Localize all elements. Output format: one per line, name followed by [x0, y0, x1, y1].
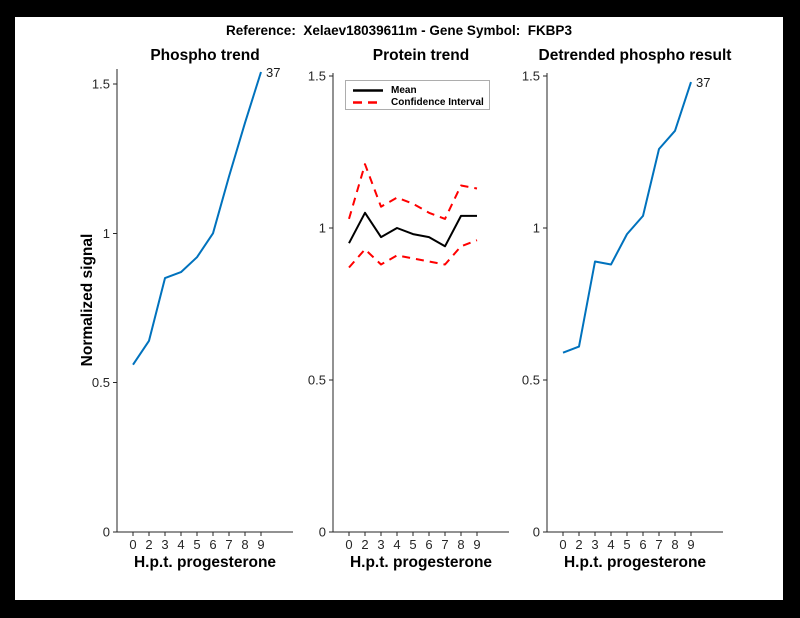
x-tick-label: 7 [655, 537, 662, 552]
x-tick-label: 0 [559, 537, 566, 552]
subplot-2: 00.511.50 2 3 4 5 6 7 8 9 [308, 69, 509, 552]
confidence-interval-line-sample-icon [353, 100, 383, 104]
x-tick-label: 3 [377, 537, 384, 552]
subplot3-title: Detrended phospho result [538, 47, 732, 64]
subplot-3: 00.511.50 2 3 4 5 6 7 8 937 [522, 69, 723, 552]
x-tick-label: 7 [441, 537, 448, 552]
y-tick-label: 1 [533, 221, 540, 236]
x-tick-label: 4 [607, 537, 614, 552]
x-tick-label: 9 [473, 537, 480, 552]
y-tick-label: 1 [319, 221, 326, 236]
legend: Mean Confidence Interval [345, 80, 490, 110]
x-tick-label: 2 [361, 537, 368, 552]
axis-lines [546, 73, 723, 533]
x-tick-label: 7 [225, 537, 232, 552]
x-tick-label: 2 [575, 537, 582, 552]
axis-lines [116, 69, 293, 533]
x-tick-label: 2 [145, 537, 152, 552]
y-tick-label: 1.5 [522, 69, 540, 84]
confidence-interval-lower-line [348, 239, 478, 269]
mean-line [348, 211, 477, 248]
x-tick-label: 4 [393, 537, 400, 552]
x-tick-label: 5 [193, 537, 200, 552]
phospho-signal-line [132, 71, 262, 366]
subplot1-title: Phospho trend [150, 47, 260, 64]
subplot3-x-axis-label: H.p.t. progesterone [563, 554, 707, 571]
y-tick-label: 0.5 [522, 373, 540, 388]
x-tick-label: 6 [209, 537, 216, 552]
x-tick-label: 9 [687, 537, 694, 552]
x-tick-label: 0 [345, 537, 352, 552]
y-tick-label: 1.5 [308, 69, 326, 84]
x-tick-label: 6 [425, 537, 432, 552]
y-tick-label: 1.5 [92, 76, 110, 91]
y-tick-label: 0.5 [308, 373, 326, 388]
x-tick-label: 4 [177, 537, 184, 552]
legend-row-confidence-interval: Confidence Interval [353, 96, 489, 108]
y-axis-label: Normalized signal [79, 233, 96, 367]
legend-label-mean: Mean [391, 84, 417, 96]
subplot1-x-axis-label: H.p.t. progesterone [133, 554, 277, 571]
legend-label-confidence-interval: Confidence Interval [391, 96, 484, 108]
endpoint-annotation: 37 [696, 75, 710, 90]
endpoint-annotation: 37 [266, 65, 280, 80]
mean-line-sample-icon [353, 88, 383, 92]
x-tick-label: 8 [457, 537, 464, 552]
x-tick-label: 6 [639, 537, 646, 552]
y-tick-label: 0.5 [92, 375, 110, 390]
x-tick-label: 5 [623, 537, 630, 552]
y-tick-label: 0 [533, 525, 540, 540]
figure-title: Reference: Xelaev18039611m - Gene Symbol… [226, 23, 572, 38]
y-tick-label: 0 [103, 525, 110, 540]
subplot2-x-axis-label: H.p.t. progesterone [349, 554, 493, 571]
axis-lines [332, 73, 509, 533]
x-tick-label: 9 [257, 537, 264, 552]
confidence-interval-upper-line [348, 163, 478, 220]
x-tick-label: 3 [591, 537, 598, 552]
x-tick-label: 5 [409, 537, 416, 552]
subplot-1: 00.511.50 2 3 4 5 6 7 8 937 [92, 65, 293, 552]
x-tick-label: 8 [241, 537, 248, 552]
y-tick-label: 0 [319, 525, 326, 540]
subplot2-title: Protein trend [372, 47, 470, 64]
matlab-figure: Reference: Xelaev18039611m - Gene Symbol… [15, 17, 783, 600]
legend-row-mean: Mean [353, 84, 489, 96]
y-tick-label: 1 [103, 226, 110, 241]
x-tick-label: 8 [671, 537, 678, 552]
detrended-phospho-signal-line [562, 81, 692, 354]
x-tick-label: 0 [129, 537, 136, 552]
x-tick-label: 3 [161, 537, 168, 552]
